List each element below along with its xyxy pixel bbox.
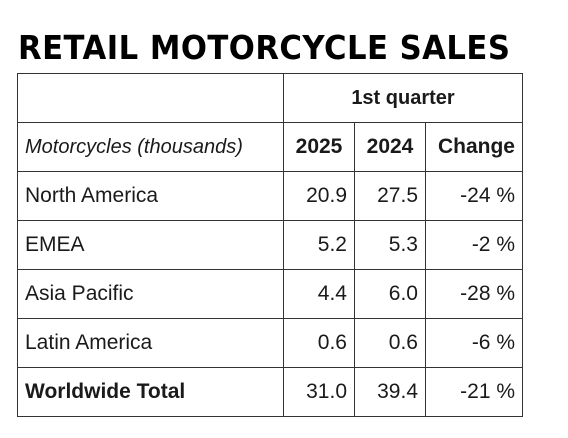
column-header-2025: 2025	[283, 122, 355, 172]
value-2025: 5.2	[283, 220, 355, 270]
value-2025: 4.4	[283, 269, 355, 319]
table-total-row: Worldwide Total 31.0 39.4 -21 %	[17, 367, 523, 417]
total-value-change: -21 %	[425, 367, 523, 417]
total-value-2024: 39.4	[354, 367, 426, 417]
table-column-header-row: Motorcycles (thousands) 2025 2024 Change	[17, 122, 523, 172]
total-value-2025: 31.0	[283, 367, 355, 417]
row-label: Latin America	[17, 318, 284, 368]
row-label: Asia Pacific	[17, 269, 284, 319]
table-row: Latin America 0.6 0.6 -6 %	[17, 318, 523, 368]
value-change: -2 %	[425, 220, 523, 270]
sales-table: 1st quarter Motorcycles (thousands) 2025…	[17, 73, 523, 417]
total-row-label: Worldwide Total	[17, 367, 284, 417]
table-corner-cell	[17, 73, 284, 123]
row-label: North America	[17, 171, 284, 221]
row-label: EMEA	[17, 220, 284, 270]
column-header-2024: 2024	[354, 122, 426, 172]
value-change: -6 %	[425, 318, 523, 368]
value-2024: 27.5	[354, 171, 426, 221]
column-header-change: Change	[425, 122, 523, 172]
value-2024: 5.3	[354, 220, 426, 270]
value-2024: 6.0	[354, 269, 426, 319]
value-change: -24 %	[425, 171, 523, 221]
table-row: North America 20.9 27.5 -24 %	[17, 171, 523, 221]
value-change: -28 %	[425, 269, 523, 319]
row-label-header: Motorcycles (thousands)	[17, 122, 284, 172]
page-title: RETAIL MOTORCYCLE SALES	[18, 28, 511, 67]
table-row: EMEA 5.2 5.3 -2 %	[17, 220, 523, 270]
table-group-header-row: 1st quarter	[17, 73, 523, 123]
value-2025: 0.6	[283, 318, 355, 368]
table-row: Asia Pacific 4.4 6.0 -28 %	[17, 269, 523, 319]
group-header-1st-quarter: 1st quarter	[283, 73, 523, 123]
value-2025: 20.9	[283, 171, 355, 221]
value-2024: 0.6	[354, 318, 426, 368]
